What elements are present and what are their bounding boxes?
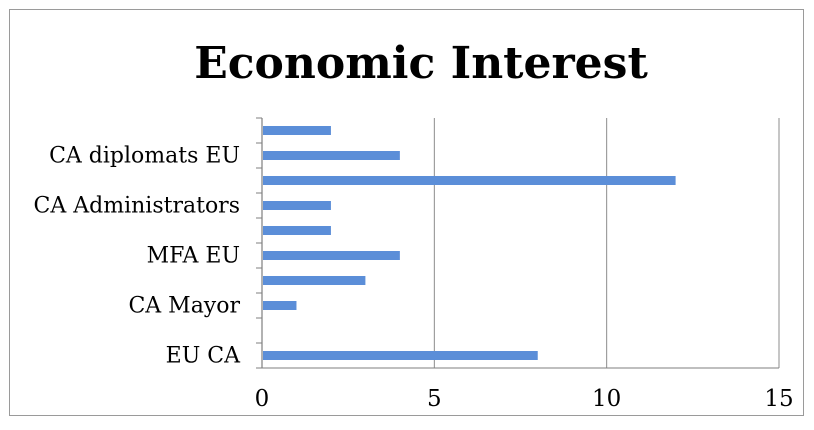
x-tick-label: 0 xyxy=(255,386,270,412)
bar xyxy=(263,301,297,310)
category-label: CA diplomats EU xyxy=(49,144,240,169)
category-label: MFA EU xyxy=(147,244,240,269)
bar xyxy=(263,226,331,235)
gridlines xyxy=(433,118,780,368)
x-tick-label: 15 xyxy=(764,386,793,412)
bar xyxy=(263,351,538,360)
category-label: CA Mayor xyxy=(128,294,240,319)
axes xyxy=(256,117,779,369)
category-label: EU CA xyxy=(166,344,241,369)
bar xyxy=(263,276,366,285)
category-label: CA Administrators xyxy=(34,194,240,219)
bar xyxy=(263,151,400,160)
x-tick-label: 10 xyxy=(592,386,621,412)
bars xyxy=(263,126,676,360)
category-labels: CA diplomats EU CA Administrators MFA EU CA… xyxy=(34,144,242,369)
x-tick-label: 5 xyxy=(427,386,442,412)
bar xyxy=(263,176,676,185)
bar xyxy=(263,251,400,260)
bar xyxy=(263,201,331,210)
chart-title: Economic Interest xyxy=(194,38,648,89)
chart-border xyxy=(9,9,804,416)
x-tick-labels: 0 5 10 15 xyxy=(255,386,794,412)
bar xyxy=(263,126,331,135)
